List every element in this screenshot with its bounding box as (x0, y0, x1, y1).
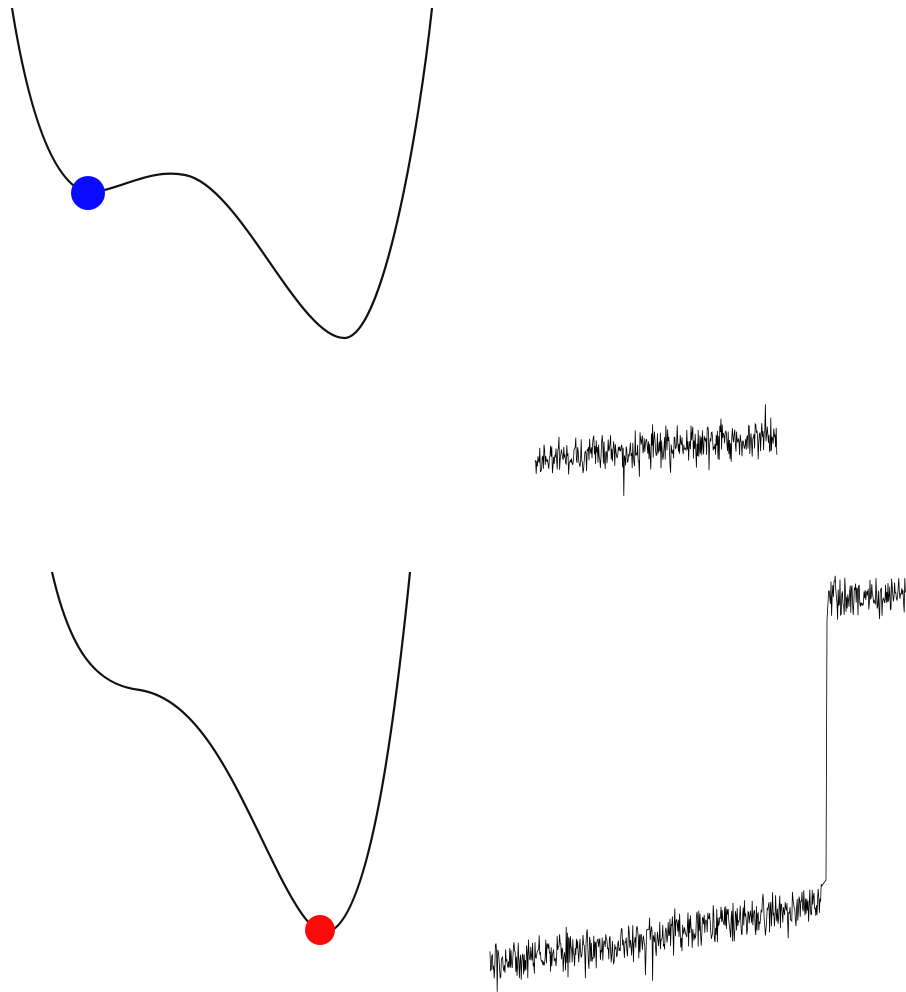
particle-red (305, 915, 335, 945)
noise-trace (534, 404, 778, 496)
traces (489, 404, 906, 992)
potential-curve (10, 7, 434, 340)
noise-trace (489, 575, 906, 992)
potential-curve (50, 571, 412, 934)
particle-blue (71, 176, 105, 210)
